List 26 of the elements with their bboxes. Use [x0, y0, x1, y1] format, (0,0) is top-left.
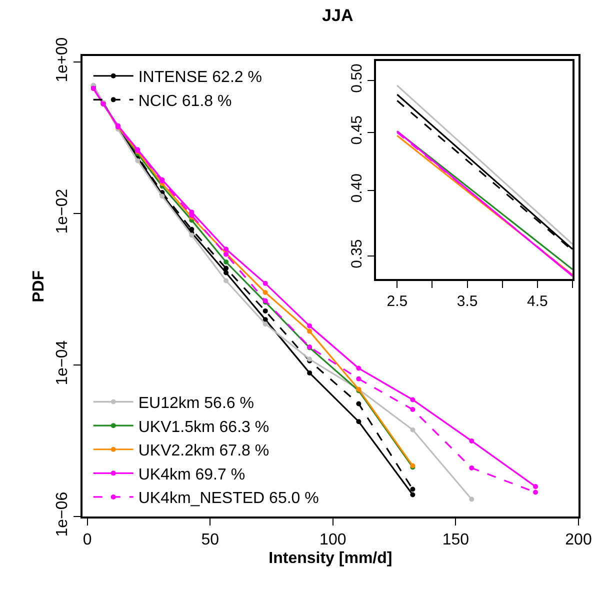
x-tick-label: 200	[565, 532, 592, 549]
y-tick-label: 0.40	[348, 174, 366, 203]
legend-label: UKV1.5km 66.3 %	[138, 418, 270, 436]
y-tick-label: 0.45	[348, 116, 366, 145]
legend-label: EU12km 56.6 %	[138, 395, 254, 412]
x-tick-label: 4.5	[527, 292, 548, 310]
legend-label: NCIC 61.8 %	[138, 92, 232, 110]
legend-label: UKV2.2km 67.8 %	[138, 442, 270, 460]
legend-label: INTENSE 62.2 %	[138, 69, 262, 86]
y-tick-label: 1e+00	[54, 37, 72, 82]
chart-title: JJA	[322, 6, 354, 25]
y-axis-title: PDF	[30, 270, 48, 302]
x-tick-label: 2.5	[386, 292, 408, 310]
y-tick-label: 1e−04	[54, 340, 72, 386]
x-tick-label: 100	[320, 532, 346, 549]
x-tick-label: 0	[82, 532, 92, 549]
y-tick-label: 1e−02	[54, 188, 72, 234]
x-axis-title: Intensity [mm/d]	[268, 550, 392, 567]
x-tick-label: 50	[201, 532, 220, 549]
y-tick-label: 1e−06	[54, 492, 72, 537]
y-tick-label: 0.50	[348, 64, 366, 93]
x-tick-label: 150	[442, 532, 470, 549]
x-tick-label: 3.5	[456, 292, 478, 310]
legend-label: UK4km_NESTED 65.0 %	[138, 490, 319, 508]
y-tick-label: 0.35	[348, 239, 366, 268]
legend-label: UK4km 69.7 %	[138, 466, 246, 484]
